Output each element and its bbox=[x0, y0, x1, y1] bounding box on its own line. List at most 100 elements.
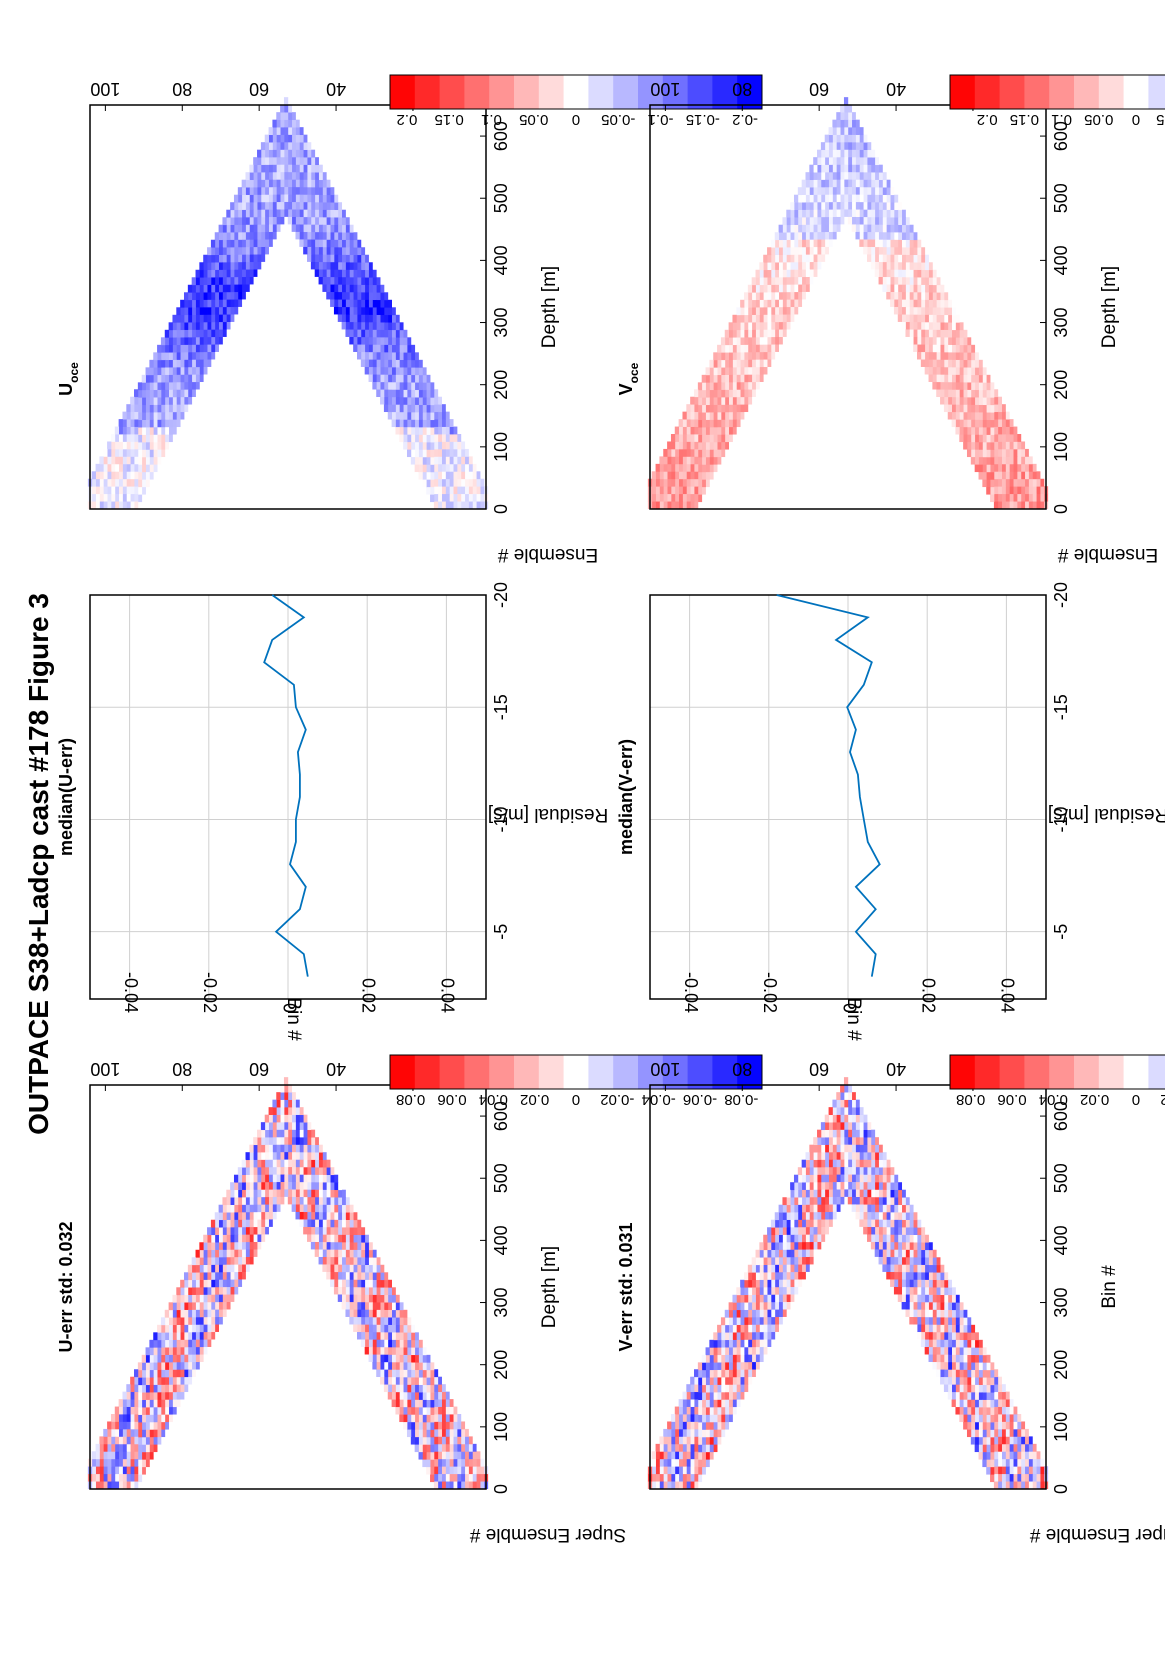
heatmap-cell bbox=[709, 1392, 714, 1400]
heatmap-cell bbox=[990, 427, 995, 435]
heatmap-cell bbox=[257, 1137, 262, 1145]
heatmap-cell bbox=[176, 307, 181, 316]
heatmap-cell bbox=[360, 299, 366, 308]
heatmap-cell bbox=[843, 1106, 849, 1115]
heatmap-cell bbox=[414, 1429, 419, 1438]
heatmap-cell bbox=[793, 1264, 799, 1273]
heatmap-cell bbox=[701, 1369, 706, 1378]
heatmap-cell bbox=[333, 217, 339, 225]
heatmap-cell bbox=[1013, 1406, 1018, 1415]
heatmap-cell bbox=[743, 1317, 749, 1325]
heatmap-cell bbox=[422, 471, 427, 480]
heatmap-cell bbox=[245, 202, 250, 210]
heatmap-cell bbox=[345, 247, 350, 255]
heatmap-cell bbox=[859, 1211, 864, 1220]
heatmap-cell bbox=[694, 1399, 699, 1407]
heatmap-cell bbox=[110, 478, 116, 487]
heatmap-cell bbox=[690, 1406, 695, 1415]
heatmap-cell bbox=[982, 1369, 987, 1378]
heatmap-cell bbox=[107, 478, 112, 487]
depth-tick-label: 600 bbox=[1051, 1101, 1071, 1131]
heatmap-cell bbox=[318, 1196, 323, 1205]
heatmap-cell bbox=[1028, 1451, 1033, 1460]
heatmap-cell bbox=[694, 1458, 699, 1467]
heatmap-cell bbox=[114, 478, 120, 487]
heatmap-cell bbox=[341, 1227, 346, 1235]
heatmap-cell bbox=[430, 1422, 435, 1430]
heatmap-cell bbox=[820, 1181, 826, 1190]
heatmap-cell bbox=[383, 1331, 389, 1340]
heatmap-cell bbox=[268, 1114, 273, 1123]
heatmap-cell bbox=[751, 1361, 756, 1370]
heatmap-cell bbox=[314, 1152, 319, 1160]
heatmap-cell bbox=[701, 1407, 706, 1415]
heatmap-cell bbox=[694, 1473, 699, 1482]
heatmap-cell bbox=[357, 1271, 362, 1280]
heatmap-cell bbox=[207, 1294, 212, 1303]
colorbar-swatch bbox=[737, 75, 763, 109]
heatmap-cell bbox=[990, 494, 995, 503]
colorbar-swatch bbox=[712, 1055, 738, 1089]
heatmap-cell bbox=[836, 1181, 841, 1190]
heatmap-cell bbox=[195, 351, 200, 360]
heatmap-cell bbox=[982, 1459, 987, 1468]
heatmap-cell bbox=[191, 336, 196, 345]
heatmap-cell bbox=[920, 1339, 926, 1347]
heatmap-cell bbox=[145, 449, 150, 458]
heatmap-cell bbox=[153, 1406, 158, 1415]
heatmap-cell bbox=[380, 1287, 385, 1296]
heatmap-cell bbox=[180, 381, 185, 390]
heatmap-cell bbox=[932, 1309, 937, 1318]
heatmap-cell bbox=[755, 1257, 760, 1266]
heatmap-cell bbox=[164, 1384, 170, 1393]
heatmap-cell bbox=[172, 1406, 177, 1415]
heatmap-cell bbox=[406, 449, 412, 458]
heatmap-cell bbox=[932, 1279, 937, 1288]
heatmap-cell bbox=[237, 299, 243, 307]
heatmap-cell bbox=[982, 1392, 987, 1400]
heatmap-cell bbox=[878, 1152, 883, 1161]
heatmap-cell bbox=[909, 1264, 914, 1273]
heatmap-cell bbox=[433, 1443, 439, 1452]
heatmap-cell bbox=[357, 1309, 362, 1318]
heatmap-cell bbox=[387, 1331, 393, 1340]
heatmap-cell bbox=[122, 1473, 127, 1482]
heatmap-cell bbox=[122, 456, 127, 465]
heatmap-cell bbox=[986, 382, 991, 391]
heatmap-cell bbox=[145, 1384, 150, 1393]
heatmap-cell bbox=[153, 1399, 158, 1408]
heatmap-cell bbox=[260, 254, 266, 262]
heatmap-cell bbox=[91, 471, 96, 480]
heatmap-cell bbox=[360, 344, 366, 353]
heatmap-cell bbox=[141, 1451, 146, 1460]
heatmap-cell bbox=[337, 246, 343, 255]
heatmap-cell bbox=[280, 216, 285, 225]
heatmap-cell bbox=[237, 1226, 243, 1235]
heatmap-cell bbox=[264, 1144, 269, 1153]
heatmap-cell bbox=[940, 1331, 945, 1340]
heatmap-cell bbox=[380, 1331, 385, 1340]
heatmap-cell bbox=[195, 359, 200, 368]
heatmap-cell bbox=[141, 1362, 146, 1371]
heatmap-cell bbox=[130, 1399, 135, 1407]
heatmap-cell bbox=[383, 389, 389, 398]
heatmap-cell bbox=[164, 426, 170, 435]
heatmap-cell bbox=[299, 1196, 304, 1205]
heatmap-cell bbox=[406, 1332, 412, 1341]
heatmap-cell bbox=[418, 1436, 423, 1445]
heatmap-cell bbox=[249, 1196, 254, 1205]
heatmap-cell bbox=[751, 1309, 756, 1318]
heatmap-cell bbox=[874, 1167, 879, 1175]
heatmap-cell bbox=[233, 1271, 239, 1280]
heatmap-cell bbox=[870, 1137, 876, 1145]
heatmap-cell bbox=[157, 359, 162, 368]
heatmap-cell bbox=[276, 1121, 281, 1130]
heatmap-cell bbox=[230, 1249, 235, 1258]
heatmap-cell bbox=[333, 246, 339, 255]
heatmap-cell bbox=[380, 1316, 385, 1325]
heatmap-cell bbox=[990, 1407, 995, 1415]
heatmap-cell bbox=[145, 479, 150, 488]
heatmap-cell bbox=[307, 1196, 312, 1205]
heatmap-cell bbox=[786, 1241, 791, 1250]
depth-tick-label: 0 bbox=[491, 504, 511, 514]
